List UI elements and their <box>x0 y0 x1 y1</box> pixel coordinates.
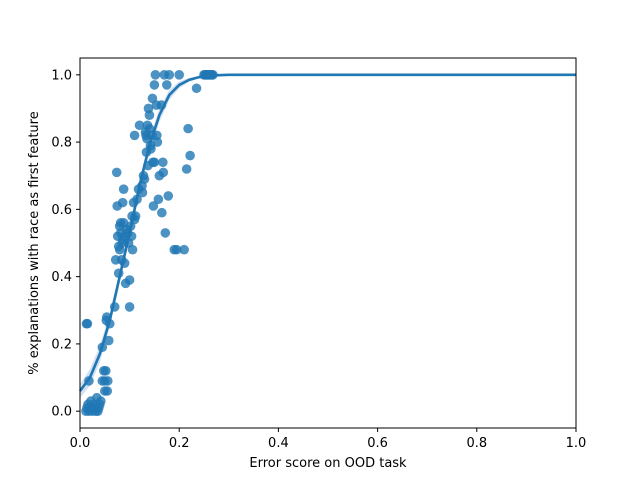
scatter-point <box>102 386 113 396</box>
confidence-band <box>80 74 576 398</box>
plot-frame <box>79 57 577 429</box>
scatter-point <box>162 80 172 90</box>
y-tick-label: 1.0 <box>51 68 72 83</box>
scatter-point <box>149 157 160 168</box>
scatter-point <box>144 110 155 120</box>
x-tick-label: 0.6 <box>367 436 388 451</box>
scatter-point <box>134 120 145 131</box>
scatter-point <box>102 376 113 386</box>
scatter-point <box>100 366 111 376</box>
y-axis-label: % explanations with race as first featur… <box>27 111 42 374</box>
scatter-points <box>81 70 218 416</box>
scatter-point <box>127 244 138 255</box>
scatter-point <box>118 184 129 194</box>
scatter-point <box>163 191 174 201</box>
x-axis-ticks: 0.0 0.2 0.4 0.6 0.8 1.0 <box>70 428 587 451</box>
scatter-point <box>183 123 193 134</box>
confidence-band-area <box>80 74 576 398</box>
x-tick-label: 1.0 <box>566 436 587 451</box>
scatter-point <box>111 167 122 178</box>
x-axis-label: Error score on OOD task <box>249 456 407 471</box>
scatter-point <box>153 194 164 205</box>
scatter-point <box>96 396 106 406</box>
y-axis-ticks: 0.0 0.2 0.4 0.6 0.8 1.0 <box>51 68 80 420</box>
scatter-point <box>157 207 167 218</box>
scatter-point <box>137 187 148 198</box>
scatter-point <box>81 318 92 329</box>
scatter-point <box>171 244 182 255</box>
y-tick-label: 0.4 <box>51 270 72 285</box>
scatter-point <box>150 70 161 80</box>
scatter-point <box>179 244 189 255</box>
scatter-point <box>124 302 135 312</box>
x-tick-label: 0.8 <box>466 436 487 451</box>
scatter-point <box>148 201 159 211</box>
scatter-point <box>158 167 169 178</box>
y-tick-label: 0.6 <box>51 203 72 218</box>
y-tick-label: 0.2 <box>51 337 72 352</box>
scatter-point <box>185 150 195 161</box>
scatter-point <box>191 83 202 94</box>
fit-curve <box>78 73 576 392</box>
x-tick-label: 0.4 <box>268 436 289 451</box>
x-tick-label: 0.2 <box>169 436 190 451</box>
y-tick-label: 0.0 <box>51 405 72 420</box>
scatter-point <box>174 70 184 80</box>
scatter-point <box>181 164 192 174</box>
scatter-point <box>129 130 140 141</box>
x-tick-label: 0.0 <box>70 436 91 451</box>
scatter-point <box>124 275 135 285</box>
scatter-point <box>152 137 163 147</box>
scatter-point <box>103 335 114 346</box>
y-tick-label: 0.8 <box>51 136 72 151</box>
scatter-point <box>160 228 171 238</box>
scatter-point <box>117 197 128 208</box>
scatter-point <box>149 80 160 90</box>
fit-curve-group <box>78 73 576 392</box>
scatter-point <box>164 70 175 80</box>
scatter-point <box>158 157 168 168</box>
